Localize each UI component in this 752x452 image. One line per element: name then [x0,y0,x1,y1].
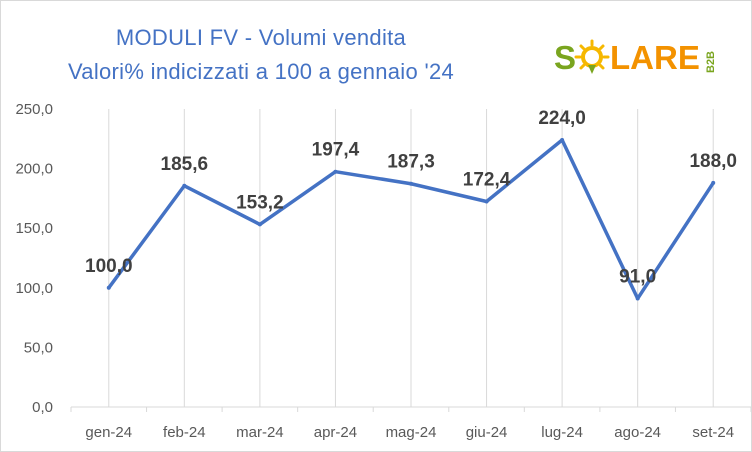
y-tick-label: 150,0 [15,220,53,237]
data-label-lug-24: 224,0 [538,108,586,129]
series-line-layer [106,137,716,301]
axes: 0,0 50,0 100,0 150,0 200,0 250,0 gen-24 feb-24 m… [15,101,751,441]
grid [108,109,714,407]
data-point-mag-24 [409,181,413,186]
sun-icon [574,39,610,74]
x-tick-label: giu-24 [466,424,508,441]
y-tick-label: 0,0 [32,399,53,416]
data-label-mar-24: 153,2 [236,192,284,213]
data-point-lug-24 [560,137,565,142]
data-point-giu-24 [484,199,489,204]
data-point-feb-24 [182,183,187,188]
x-tick-label: mar-24 [236,424,284,441]
y-tick-label: 250,0 [15,101,53,118]
x-tick-label: gen-24 [85,424,132,441]
data-label-apr-24: 197,4 [312,140,360,161]
logo-badge-b2b: B2B [705,51,717,73]
data-label-ago-24: 91,0 [619,267,656,288]
data-point-gen-24 [106,285,111,290]
y-tick-label: 100,0 [15,280,53,297]
data-label-set-24: 188,0 [689,151,737,172]
data-label-giu-24: 172,4 [463,169,511,190]
data-labels: 100,0 185,6 153,2 197,4 187,3 172,4 224,0 91,0 1… [85,108,737,288]
data-point-apr-24 [333,169,338,174]
x-tick-label: set-24 [692,424,734,441]
data-point-set-24 [711,180,716,185]
data-label-gen-24: 100,0 [85,256,133,277]
logo-text-s: S [554,39,576,76]
logo-text-lare: LARE [610,39,700,76]
x-tick-label: feb-24 [163,424,206,441]
x-tick-label: ago-24 [614,424,661,441]
chart-title: MODULI FV - Volumi vendita [115,25,407,50]
x-tick-label: apr-24 [314,424,357,441]
x-tick-label: lug-24 [541,424,583,441]
data-point-mar-24 [257,222,262,227]
data-point-ago-24 [635,296,640,301]
data-label-mag-24: 187,3 [387,152,435,173]
solare-b2b-logo: S LARE B2B [554,39,717,76]
data-label-feb-24: 185,6 [161,154,209,175]
chart-subtitle: Valori% indicizzati a 100 a gennaio '24 [67,59,455,84]
y-tick-label: 50,0 [24,339,53,356]
y-tick-label: 200,0 [15,161,53,178]
x-tick-label: mag-24 [386,424,437,441]
